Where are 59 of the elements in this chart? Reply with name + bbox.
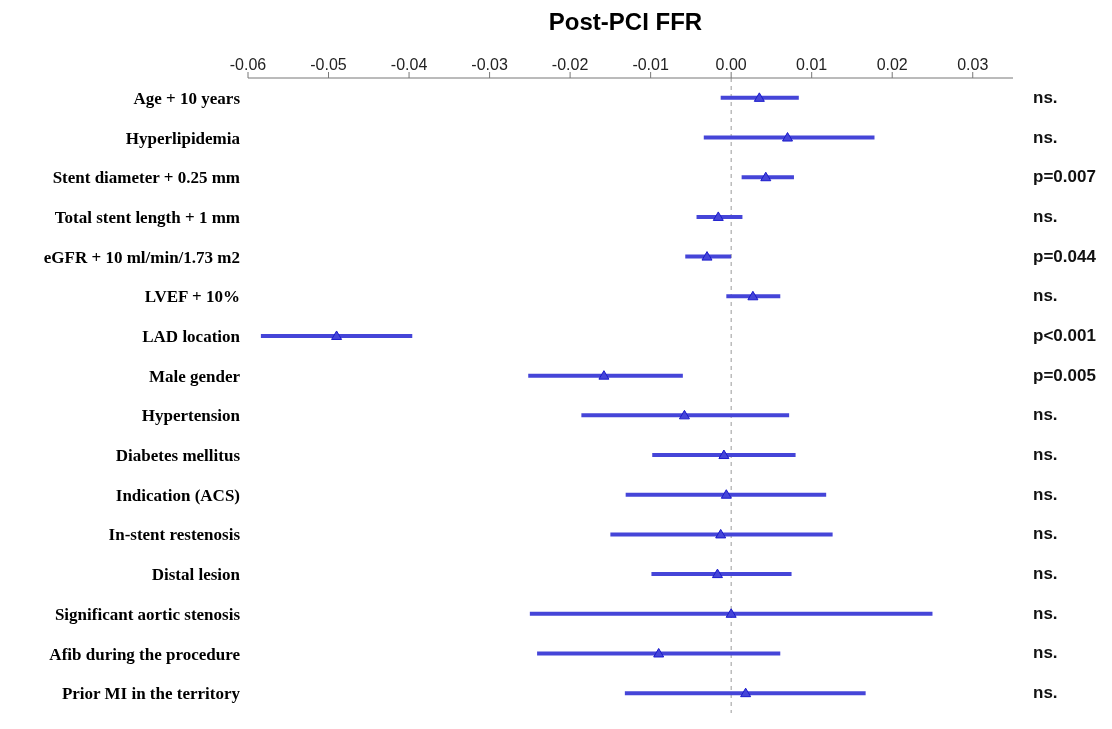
point	[760, 171, 772, 182]
point	[720, 489, 732, 499]
y-tick-label: Afib during the procedure	[49, 644, 241, 664]
text: p=0.007	[1033, 167, 1096, 188]
x-tick-label: -0.06	[229, 56, 267, 73]
y-tick-label: Stent diameter + 0.25 mm	[52, 168, 240, 188]
chart-title: Post-PCI FFR	[547, 8, 704, 37]
x-tick-label: 0.03	[957, 56, 989, 73]
text: ns.	[1033, 286, 1058, 307]
point	[718, 449, 730, 460]
y-tick-label: Hypertension	[141, 406, 241, 426]
text: ns.	[1033, 87, 1058, 108]
y-tick-label: Total stent length + 1 mm	[54, 207, 240, 227]
point	[725, 608, 737, 618]
x-tick-label: -0.01	[632, 56, 669, 73]
y-tick-label: Significant aortic stenosis	[54, 604, 241, 624]
y-tick-label: In-stent restenosis	[108, 525, 241, 545]
y-tick-label: Male gender	[148, 366, 241, 386]
text: ns.	[1033, 564, 1058, 585]
y-tick-label: Age + 10 years	[133, 88, 241, 108]
point	[782, 132, 794, 142]
text: p=0.044	[1033, 246, 1096, 267]
point	[740, 687, 752, 698]
y-tick-label: Hyperlipidemia	[125, 128, 241, 148]
text: ns.	[1033, 643, 1058, 664]
y-tick-label: Prior MI in the territory	[61, 684, 241, 704]
x-tick-label: -0.05	[310, 56, 347, 73]
x-tick-label: 0.00	[715, 56, 747, 73]
text: ns.	[1033, 127, 1058, 148]
point	[747, 290, 759, 301]
text: p<0.001	[1033, 325, 1096, 346]
y-tick-label: Diabetes mellitus	[115, 446, 241, 466]
point	[753, 92, 765, 102]
point	[331, 330, 343, 340]
point	[712, 211, 724, 221]
x-tick-label: -0.03	[471, 56, 508, 73]
y-tick-label: Indication (ACS)	[115, 485, 240, 505]
point	[715, 528, 727, 539]
y-tick-label: LVEF + 10%	[144, 287, 240, 307]
x-tick-label: 0.01	[796, 56, 828, 73]
point	[598, 370, 610, 380]
text: ns.	[1033, 405, 1058, 426]
point	[701, 251, 713, 261]
text: ns.	[1033, 206, 1058, 227]
y-tick-label: LAD location	[142, 327, 241, 346]
point	[711, 568, 723, 579]
y-tick-label: eGFR + 10 ml/min/1.73 m2	[43, 247, 240, 267]
text: ns.	[1033, 683, 1058, 704]
x-tick-label: -0.04	[390, 56, 428, 73]
x-tick-label: -0.02	[551, 56, 589, 73]
y-tick-label: Distal lesion	[151, 565, 241, 585]
text: p=0.005	[1033, 365, 1096, 386]
text: ns.	[1033, 445, 1058, 466]
text: ns.	[1033, 603, 1058, 624]
text: ns.	[1033, 524, 1058, 545]
point	[678, 409, 690, 420]
point	[653, 647, 665, 658]
x-tick-label: 0.02	[876, 56, 908, 73]
text: ns.	[1033, 484, 1058, 505]
